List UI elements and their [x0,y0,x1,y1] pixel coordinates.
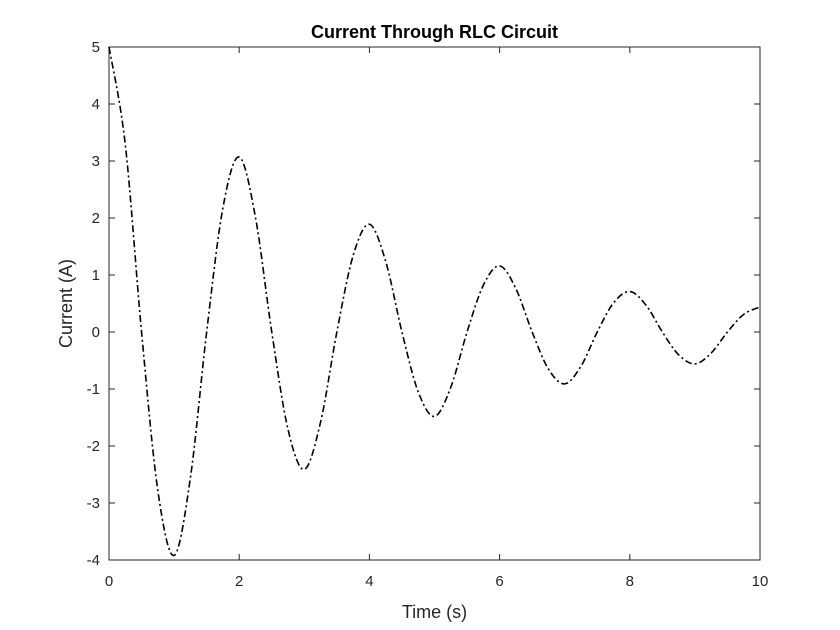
x-tick-label: 4 [365,573,373,590]
y-axis-label: Current (A) [56,259,76,348]
chart-title: Current Through RLC Circuit [311,22,558,42]
current-series-line [108,46,761,557]
y-tick-label: 4 [92,96,100,113]
x-tick-label: 0 [105,573,113,590]
y-tick-label: 1 [92,267,100,284]
y-tick-label: -3 [87,495,100,512]
y-tick-label: -1 [87,381,100,398]
plot-area [108,46,761,561]
axis-tick-labels: 0 2 4 6 8 10 -4 -3 -2 -1 0 1 2 3 4 5 [87,39,769,590]
x-tick-label: 8 [626,573,634,590]
axis-ticks [108,46,761,561]
y-tick-label: 2 [92,210,100,227]
y-tick-label: 5 [92,39,100,56]
x-tick-label: 10 [752,573,769,590]
y-tick-label: -4 [87,552,100,569]
x-tick-label: 2 [235,573,243,590]
y-tick-label: -2 [87,438,100,455]
y-tick-label: 0 [92,324,100,341]
x-tick-label: 6 [495,573,503,590]
y-tick-label: 3 [92,153,100,170]
x-axis-label: Time (s) [402,602,467,622]
